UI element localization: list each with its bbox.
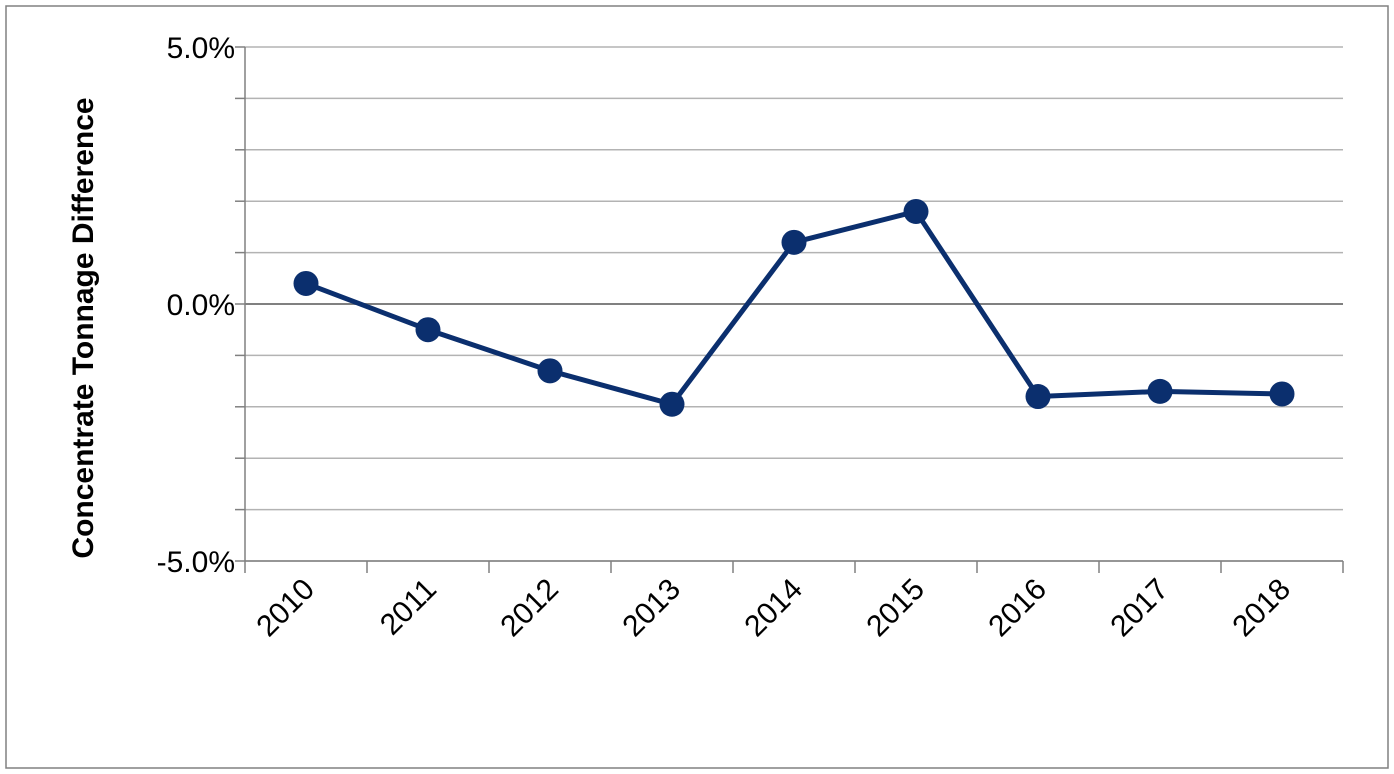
data-point bbox=[1147, 378, 1173, 404]
y-tick-label: -5.0% bbox=[157, 546, 235, 579]
y-tick-labels: 5.0% 0.0% -5.0% bbox=[157, 32, 235, 579]
y-tick-label: 0.0% bbox=[167, 289, 235, 322]
series bbox=[293, 198, 1295, 417]
y-axis-title: Concentrate Tonnage Difference bbox=[67, 97, 100, 558]
data-point bbox=[903, 198, 929, 224]
data-point bbox=[1025, 384, 1051, 410]
axes bbox=[235, 46, 1344, 573]
data-point bbox=[781, 229, 807, 255]
data-point bbox=[537, 358, 563, 384]
chart-border bbox=[5, 5, 1389, 769]
gridlines bbox=[245, 46, 1343, 562]
data-point bbox=[659, 391, 685, 417]
y-tick-label: 5.0% bbox=[167, 32, 235, 65]
data-point bbox=[1269, 381, 1295, 407]
data-point bbox=[415, 317, 441, 343]
data-point bbox=[293, 270, 319, 296]
